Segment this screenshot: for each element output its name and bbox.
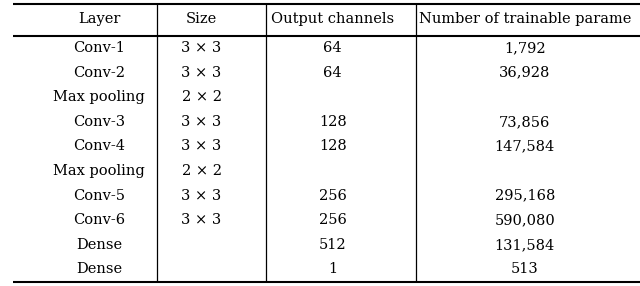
Text: 3 × 3: 3 × 3 (182, 140, 221, 153)
Text: 36,928: 36,928 (499, 66, 550, 80)
Text: Conv-2: Conv-2 (73, 66, 125, 80)
Text: 256: 256 (319, 189, 347, 202)
Text: 73,856: 73,856 (499, 115, 550, 129)
Text: 147,584: 147,584 (495, 140, 555, 153)
Text: 590,080: 590,080 (495, 213, 555, 227)
Text: 3 × 3: 3 × 3 (182, 41, 221, 55)
Text: Conv-4: Conv-4 (73, 140, 125, 153)
Text: 3 × 3: 3 × 3 (182, 66, 221, 80)
Text: 512: 512 (319, 238, 347, 252)
Text: Number of trainable parame: Number of trainable parame (419, 12, 631, 25)
Text: 1,792: 1,792 (504, 41, 546, 55)
Text: 64: 64 (323, 66, 342, 80)
Text: 128: 128 (319, 115, 347, 129)
Text: Conv-1: Conv-1 (73, 41, 125, 55)
Text: 128: 128 (319, 140, 347, 153)
Text: 3 × 3: 3 × 3 (182, 189, 221, 202)
Text: Size: Size (186, 12, 217, 25)
Text: 3 × 3: 3 × 3 (182, 115, 221, 129)
Text: Layer: Layer (78, 12, 120, 25)
Text: 131,584: 131,584 (495, 238, 555, 252)
Text: Dense: Dense (76, 263, 122, 276)
Text: 1: 1 (328, 263, 337, 276)
Text: 513: 513 (511, 263, 539, 276)
Text: 3 × 3: 3 × 3 (182, 213, 221, 227)
Text: Conv-5: Conv-5 (73, 189, 125, 202)
Text: 64: 64 (323, 41, 342, 55)
Text: Output channels: Output channels (271, 12, 394, 25)
Text: Conv-3: Conv-3 (73, 115, 125, 129)
Text: 2 × 2: 2 × 2 (182, 90, 221, 104)
Text: 295,168: 295,168 (495, 189, 555, 202)
Text: 2 × 2: 2 × 2 (182, 164, 221, 178)
Text: 256: 256 (319, 213, 347, 227)
Text: Max pooling: Max pooling (53, 164, 145, 178)
Text: Conv-6: Conv-6 (73, 213, 125, 227)
Text: Max pooling: Max pooling (53, 90, 145, 104)
Text: Dense: Dense (76, 238, 122, 252)
